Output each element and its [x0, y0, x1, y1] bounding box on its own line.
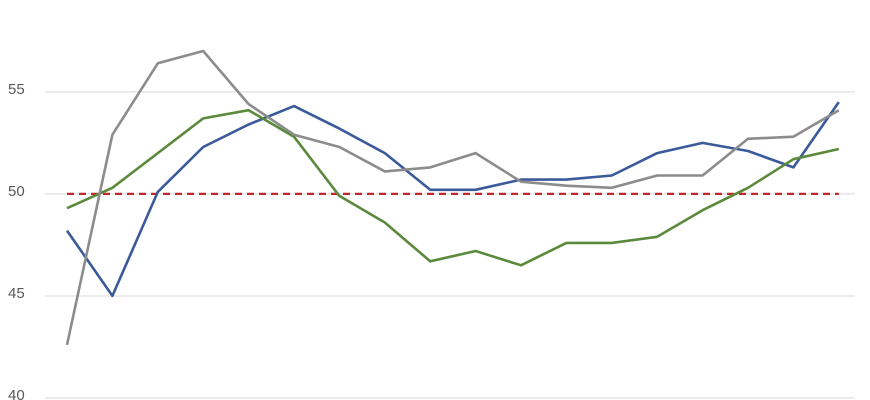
y-tick-label: 50 — [8, 183, 25, 200]
y-tick-label: 55 — [8, 81, 25, 98]
y-tick-label: 45 — [8, 285, 25, 302]
y-tick-label: 40 — [8, 387, 25, 400]
series-line — [66, 108, 840, 267]
series-line — [65, 101, 840, 298]
series-line — [65, 49, 840, 346]
